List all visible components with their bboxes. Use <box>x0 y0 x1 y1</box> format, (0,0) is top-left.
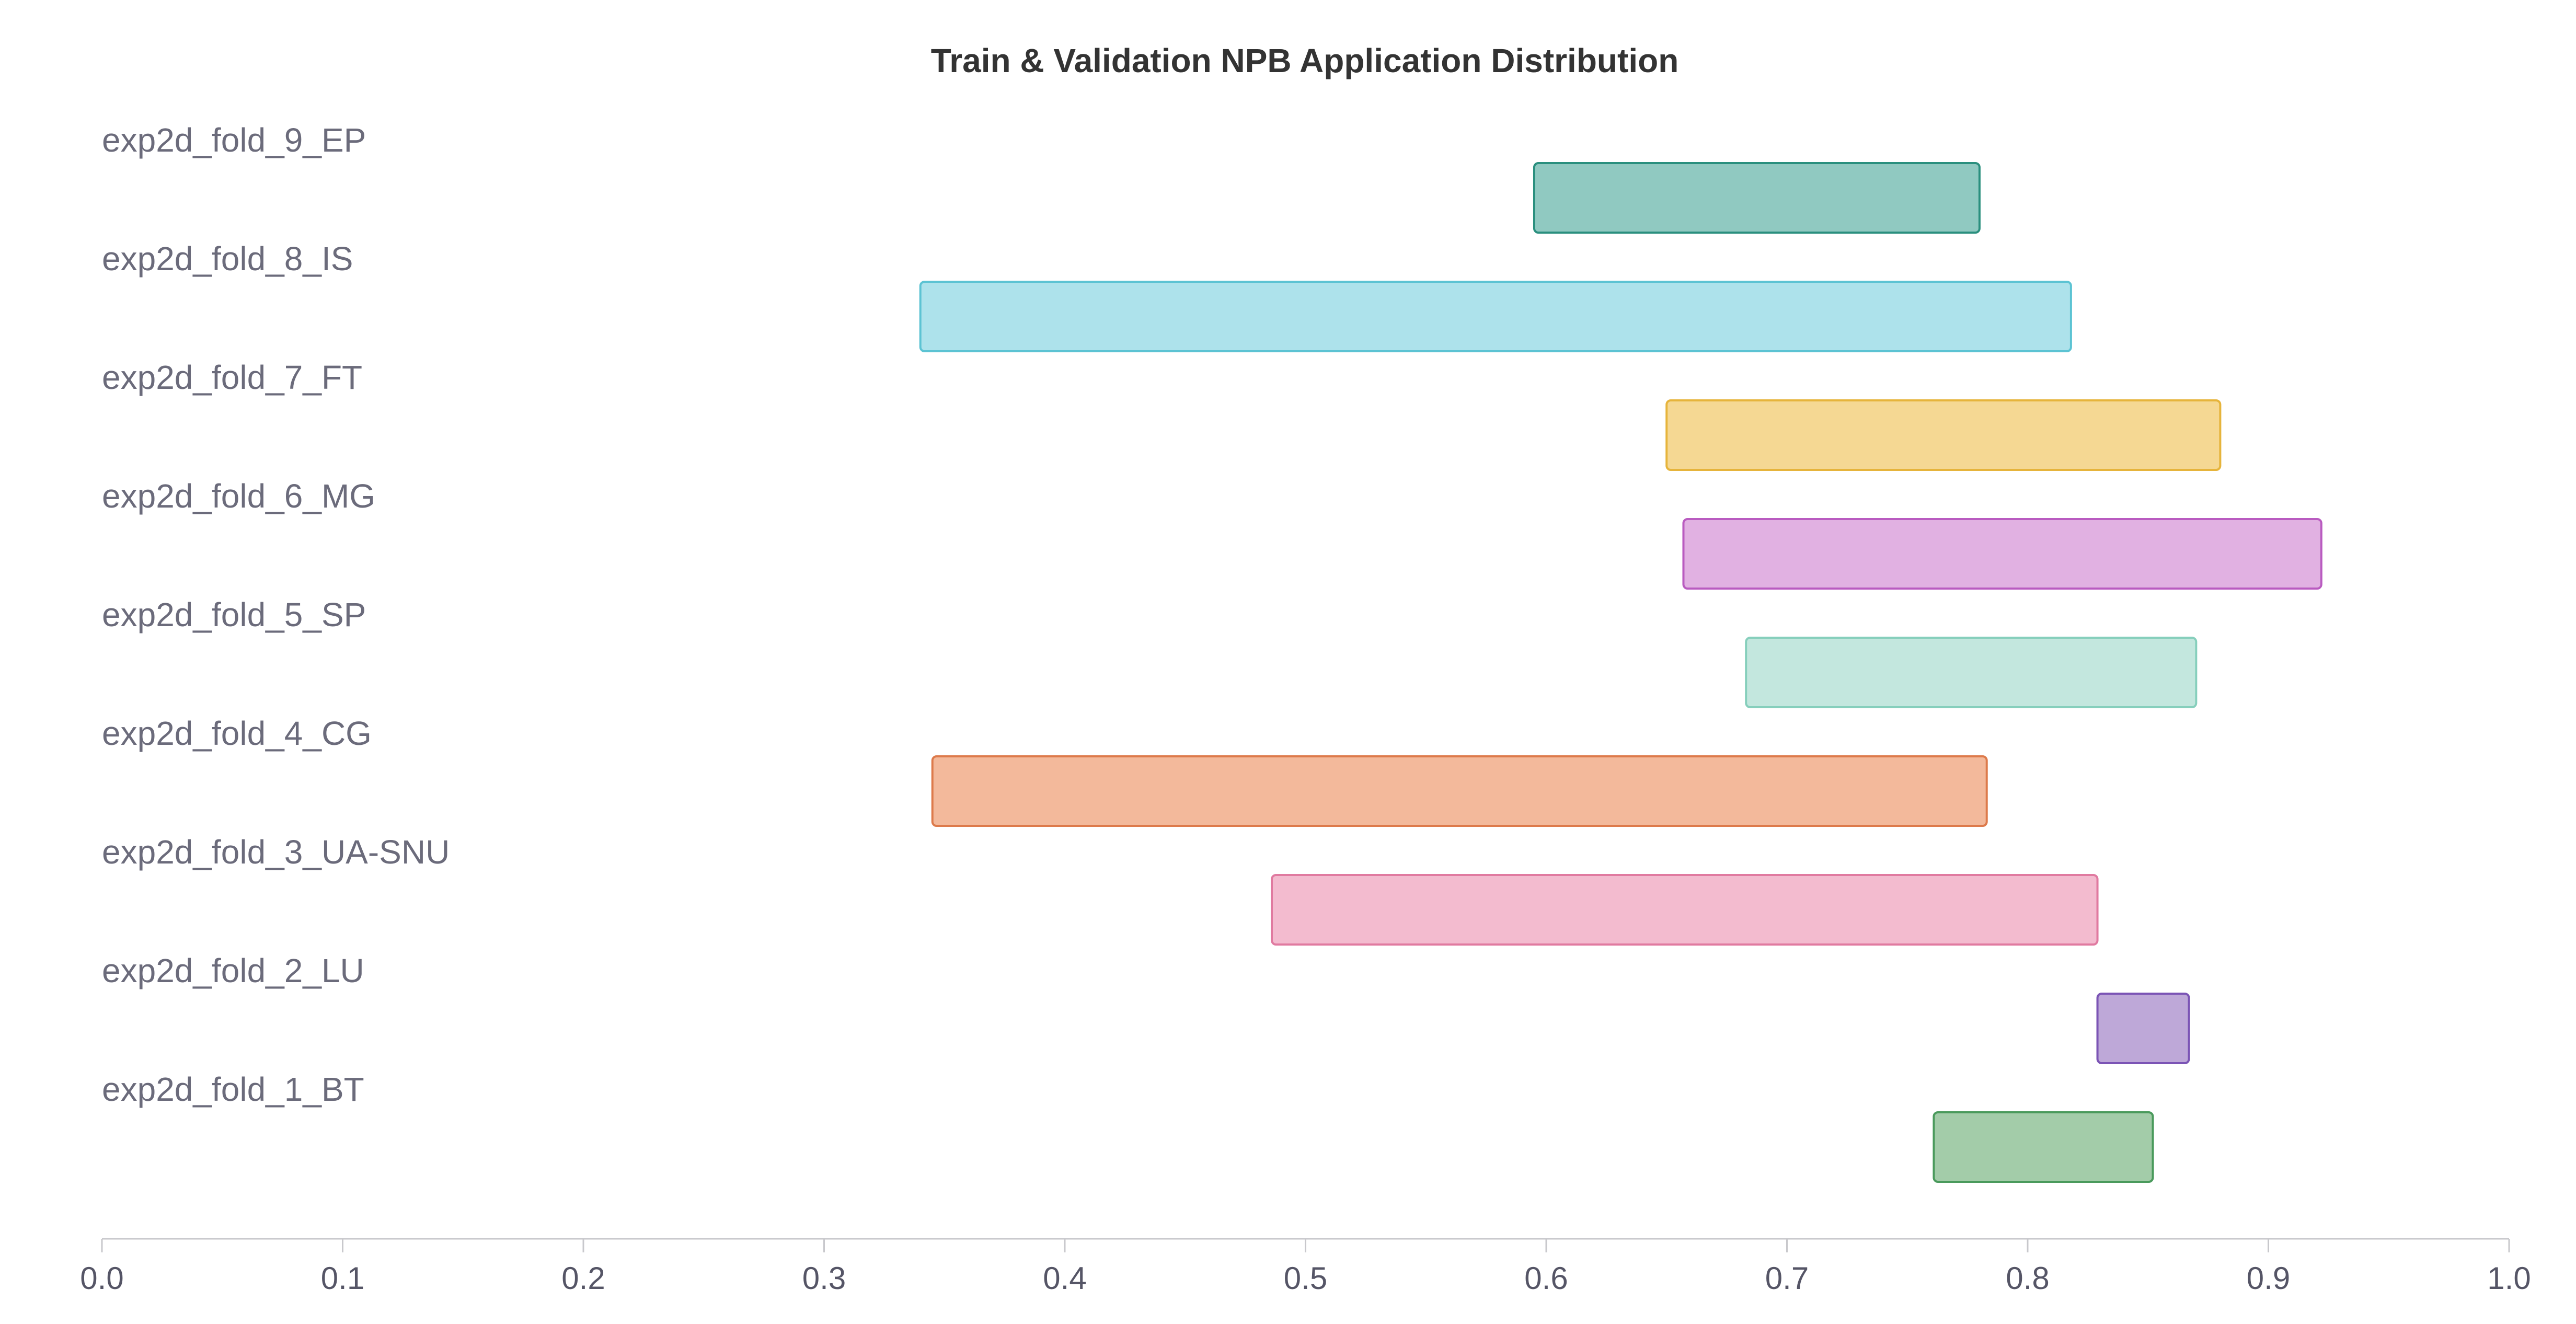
x-tick-label: 0.6 <box>1524 1261 1568 1296</box>
row-label: exp2d_fold_5_SP <box>102 596 366 634</box>
x-tick-label: 0.2 <box>561 1261 605 1296</box>
range-bar[interactable] <box>1682 518 2322 590</box>
x-tick-label: 0.9 <box>2247 1261 2290 1296</box>
x-tick-label: 0.1 <box>321 1261 364 1296</box>
range-bar[interactable] <box>919 281 2072 352</box>
range-bar[interactable] <box>1665 399 2222 471</box>
x-tick-label: 1.0 <box>2487 1261 2531 1296</box>
x-axis: 0.0 0.1 0.2 0.3 0.4 0.5 0.6 0.7 0.8 0.9 1.0 <box>80 1238 2531 1296</box>
x-tick-label: 0.8 <box>2006 1261 2049 1296</box>
range-bar[interactable] <box>2096 993 2190 1064</box>
row-label: exp2d_fold_9_EP <box>102 121 366 159</box>
row-label: exp2d_fold_2_LU <box>102 952 364 989</box>
row-label: exp2d_fold_8_IS <box>102 240 353 278</box>
row-label: exp2d_fold_7_FT <box>102 359 362 396</box>
row-label: exp2d_fold_4_CG <box>102 715 372 752</box>
x-tick-label: 0.7 <box>1765 1261 1809 1296</box>
range-bar[interactable] <box>1271 874 2099 946</box>
x-tick-label: 0.5 <box>1284 1261 1327 1296</box>
range-bar[interactable] <box>931 755 1988 827</box>
row-label: exp2d_fold_6_MG <box>102 477 375 515</box>
rows-layer: exp2d_fold_9_EP exp2d_fold_8_IS exp2d_fold… <box>102 121 2322 1183</box>
x-tick-label: 0.0 <box>80 1261 123 1296</box>
row-label: exp2d_fold_1_BT <box>102 1070 364 1108</box>
row-label: exp2d_fold_3_UA-SNU <box>102 833 450 871</box>
x-tick-label: 0.4 <box>1043 1261 1086 1296</box>
range-bar[interactable] <box>1933 1111 2154 1183</box>
x-tick-label: 0.3 <box>802 1261 846 1296</box>
range-bar[interactable] <box>1533 162 1981 234</box>
range-bar[interactable] <box>1745 637 2198 708</box>
chart-title: Train & Validation NPB Application Distr… <box>931 42 1679 79</box>
